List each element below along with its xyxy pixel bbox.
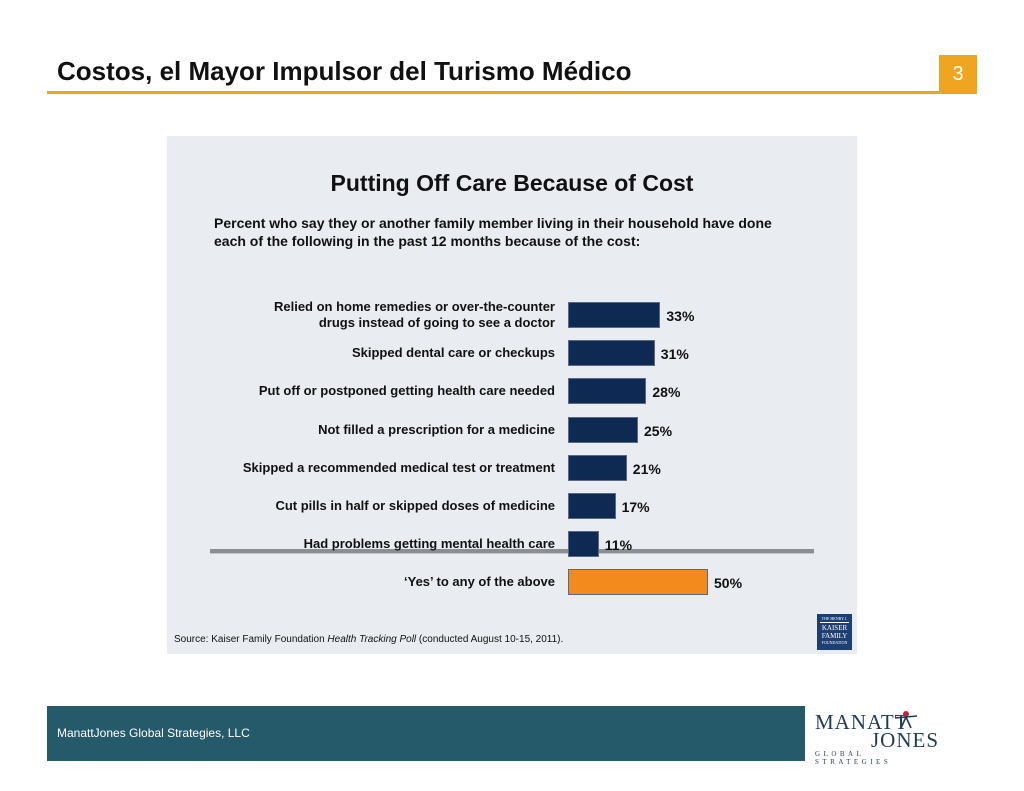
- category-label: Skipped a recommended medical test or tr…: [242, 459, 555, 475]
- kff-logo-rule: [820, 622, 849, 623]
- bar: [568, 531, 599, 558]
- kff-logo-line1: KAISER: [821, 624, 848, 632]
- chart-divider: [210, 549, 814, 554]
- source-poll-name: Health Tracking Poll: [327, 634, 417, 645]
- logo-line2: JONES: [871, 728, 940, 752]
- title-rule: [47, 91, 977, 94]
- kff-logo-top: THE HENRY J.: [821, 616, 848, 621]
- bar: [568, 302, 661, 328]
- logo-line1: MANATT: [815, 710, 909, 734]
- category-label: Skipped dental care or checkups: [351, 345, 555, 361]
- value-label: 33%: [666, 308, 695, 324]
- value-label: 11%: [604, 537, 633, 554]
- bar: [568, 416, 638, 443]
- category-label: Put off or postponed getting health care…: [258, 383, 555, 399]
- logo-star-icon: [894, 711, 918, 729]
- kff-logo-bottom: FOUNDATION: [821, 640, 848, 645]
- kff-logo: THE HENRY J. KAISER FAMILY FOUNDATION: [817, 614, 852, 650]
- value-label: 25%: [644, 422, 673, 439]
- bar: [568, 454, 627, 481]
- page-number-badge: 3: [939, 55, 977, 93]
- bar: [568, 569, 708, 596]
- value-label: 17%: [621, 499, 650, 515]
- slide-title: Costos, el Mayor Impulsor del Turismo Mé…: [57, 56, 632, 86]
- chart-subtitle: Percent who say they or another family m…: [214, 215, 772, 249]
- bar: [568, 340, 655, 367]
- category-label: ‘Yes’ to any of the above: [404, 574, 555, 590]
- category-label: Had problems getting mental health care: [303, 536, 555, 552]
- bar: [568, 378, 647, 405]
- category-label: Not filled a prescription for a medicine: [318, 421, 555, 437]
- category-label: Relied on home remedies or over-the-coun…: [273, 299, 555, 330]
- value-label: 28%: [652, 384, 681, 401]
- value-label: 50%: [714, 575, 743, 592]
- source-prefix: Source: Kaiser Family Foundation: [174, 634, 328, 645]
- logo-line3: GLOBAL STRATEGIES: [815, 750, 892, 766]
- footer-company: ManattJones Global Strategies, LLC: [57, 726, 250, 740]
- chart-panel: Putting Off Care Because of Cost Percent…: [167, 136, 857, 654]
- chart-source: Source: Kaiser Family Foundation Health …: [174, 634, 563, 645]
- value-label: 31%: [660, 346, 689, 363]
- footer-bar: ManattJones Global Strategies, LLC: [47, 706, 805, 761]
- category-label: Cut pills in half or skipped doses of me…: [275, 498, 555, 513]
- bar: [568, 493, 616, 519]
- source-suffix: (conducted August 10-15, 2011).: [416, 634, 564, 645]
- value-label: 21%: [632, 460, 661, 477]
- kff-logo-line2: FAMILY: [821, 632, 848, 640]
- company-logo: MANATT JONES GLOBAL STRATEGIES: [813, 708, 938, 766]
- chart-title: Putting Off Care Because of Cost: [330, 170, 694, 196]
